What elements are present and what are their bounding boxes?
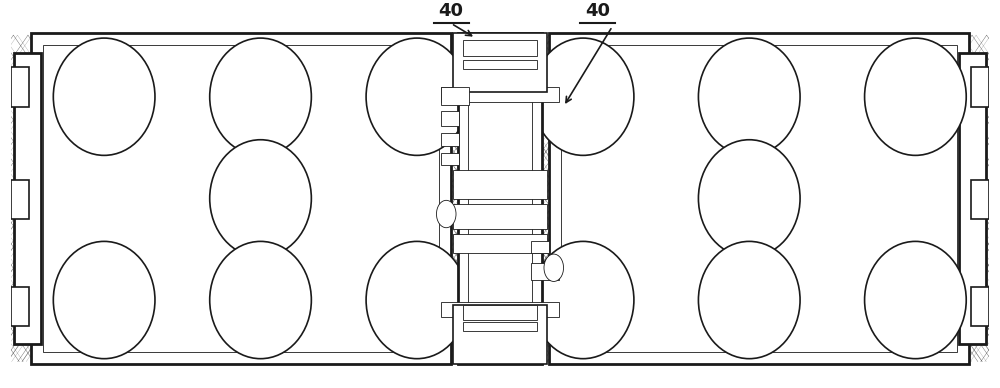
Bar bbox=[463, 60, 537, 69]
Bar bbox=[463, 322, 537, 331]
Bar bbox=[11, 180, 29, 219]
Ellipse shape bbox=[698, 140, 800, 257]
Bar bbox=[549, 33, 969, 364]
Bar bbox=[971, 180, 989, 219]
Bar bbox=[453, 305, 547, 364]
Ellipse shape bbox=[436, 200, 456, 228]
Text: 40: 40 bbox=[585, 2, 610, 21]
Bar bbox=[971, 288, 989, 326]
Ellipse shape bbox=[53, 38, 155, 155]
Ellipse shape bbox=[865, 38, 966, 155]
Ellipse shape bbox=[210, 241, 311, 359]
Bar bbox=[561, 45, 957, 352]
Bar bbox=[453, 170, 547, 199]
Bar bbox=[463, 305, 537, 320]
Bar bbox=[453, 204, 547, 229]
Bar bbox=[11, 288, 29, 326]
Bar bbox=[11, 68, 29, 106]
Bar bbox=[971, 68, 989, 106]
Ellipse shape bbox=[698, 241, 800, 359]
Text: 40: 40 bbox=[439, 2, 464, 21]
Bar bbox=[959, 53, 986, 344]
Bar bbox=[441, 87, 469, 104]
Bar bbox=[441, 302, 559, 317]
Ellipse shape bbox=[210, 140, 311, 257]
Ellipse shape bbox=[210, 38, 311, 155]
Bar bbox=[531, 263, 559, 281]
Bar bbox=[14, 53, 41, 344]
Bar bbox=[463, 40, 537, 55]
Bar bbox=[43, 45, 439, 352]
Bar bbox=[468, 36, 532, 360]
Ellipse shape bbox=[366, 38, 468, 155]
Bar bbox=[441, 153, 459, 165]
Bar bbox=[31, 33, 451, 364]
Bar bbox=[441, 87, 559, 102]
Ellipse shape bbox=[544, 254, 564, 281]
Bar bbox=[453, 33, 547, 92]
Bar bbox=[441, 133, 459, 146]
Ellipse shape bbox=[865, 241, 966, 359]
Bar bbox=[441, 111, 459, 126]
Bar bbox=[458, 33, 542, 364]
Bar bbox=[531, 241, 549, 253]
Ellipse shape bbox=[532, 38, 634, 155]
Ellipse shape bbox=[532, 241, 634, 359]
Ellipse shape bbox=[53, 241, 155, 359]
Ellipse shape bbox=[366, 241, 468, 359]
Bar bbox=[453, 234, 547, 253]
Ellipse shape bbox=[698, 38, 800, 155]
